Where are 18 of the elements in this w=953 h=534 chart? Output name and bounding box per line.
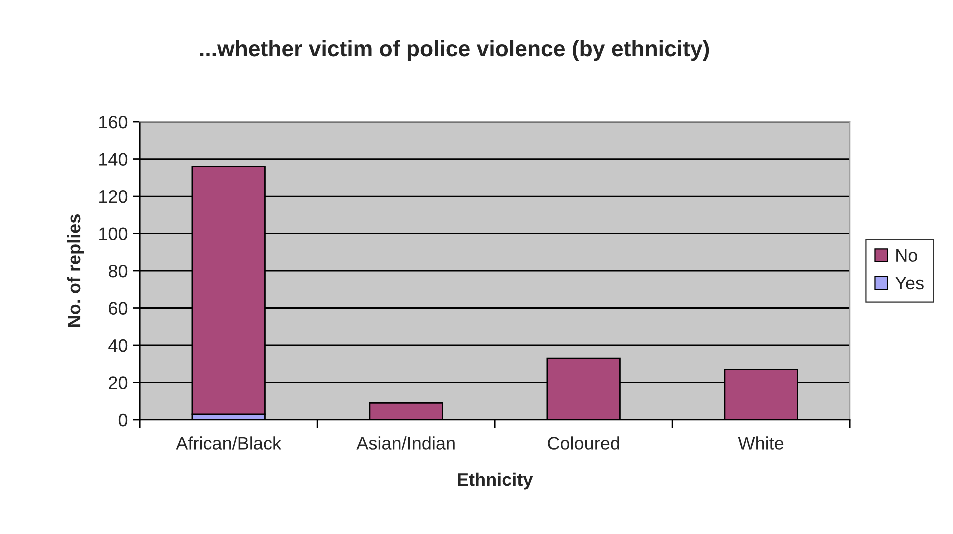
legend-label: No bbox=[896, 249, 918, 262]
y-tick-label: 160 bbox=[100, 116, 128, 129]
legend-label: Yes bbox=[895, 277, 924, 290]
y-tick-label: 20 bbox=[109, 376, 128, 390]
y-tick-label: 0 bbox=[118, 414, 128, 427]
x-tick-label: African/Black bbox=[176, 436, 282, 450]
x-tick-label: Coloured bbox=[548, 436, 620, 450]
x-tick-label: White bbox=[738, 436, 784, 450]
y-tick-label: 140 bbox=[100, 153, 128, 166]
y-tick-label: 60 bbox=[109, 302, 128, 315]
y-axis-title: No. of replies bbox=[67, 214, 84, 327]
y-tick-label: 80 bbox=[108, 264, 128, 278]
x-tick-label: Asian/Indian bbox=[356, 436, 455, 450]
y-tick-label: 40 bbox=[108, 339, 128, 352]
y-tick-label: 100 bbox=[100, 228, 128, 240]
x-axis-title: Ethnicity bbox=[458, 472, 534, 490]
y-tick-label: 120 bbox=[100, 190, 128, 204]
chart-title: ...whether victim of police violence (by ethnicity) bbox=[200, 40, 710, 62]
